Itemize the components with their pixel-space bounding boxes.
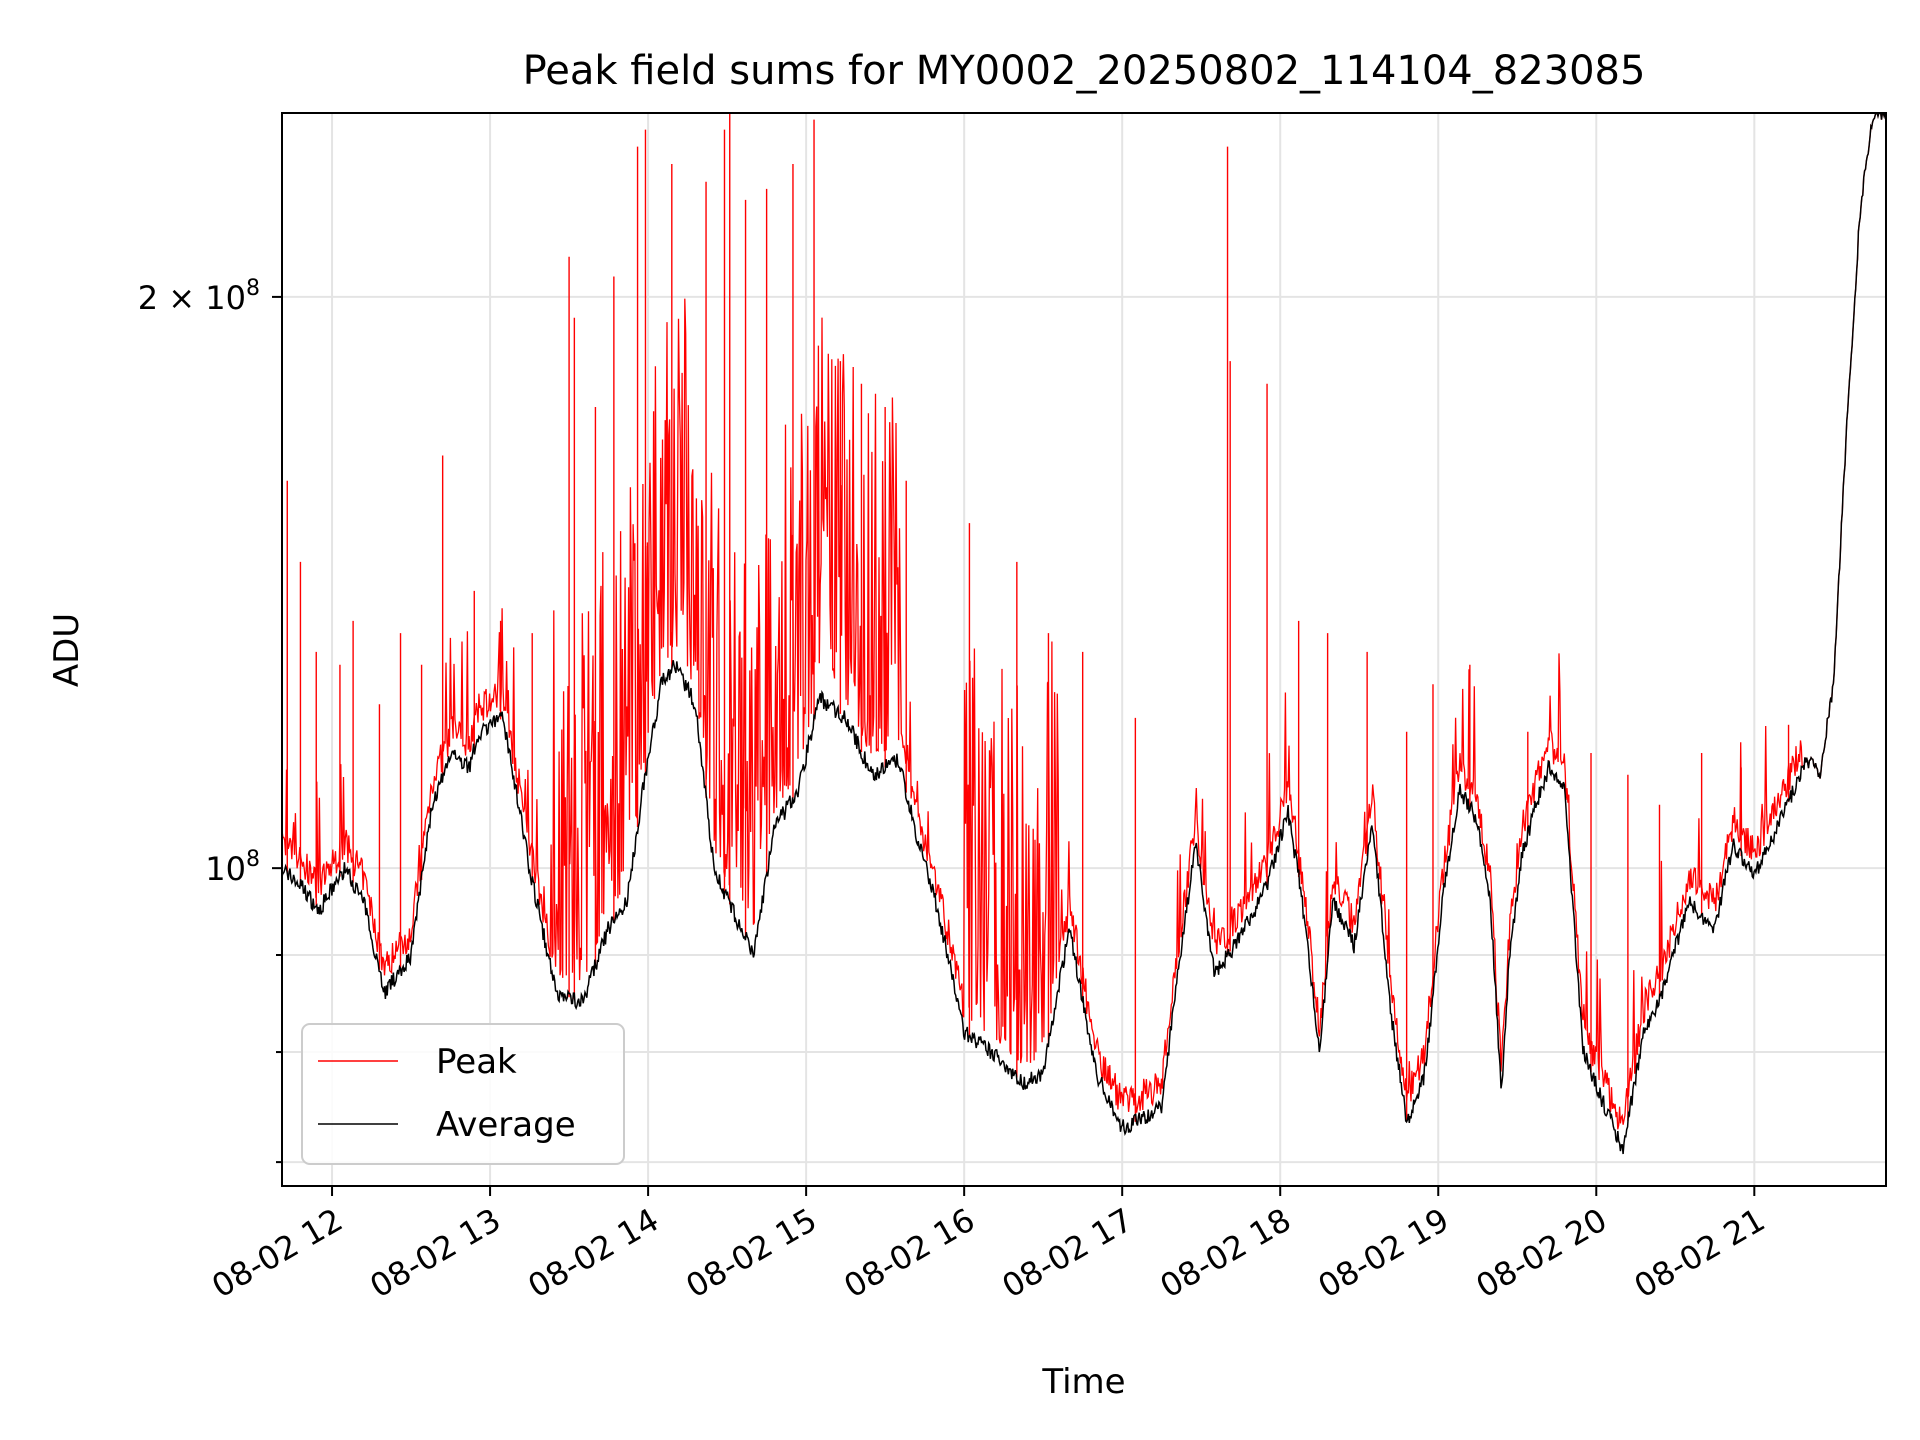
series-average-line — [281, 112, 1886, 1155]
plot-frame — [281, 112, 1887, 1187]
y-axis-label: ADU — [47, 613, 87, 687]
x-axis-label: Time — [1041, 1362, 1125, 1402]
y-tick-label: 108 — [205, 847, 260, 888]
legend-label-average: Average — [436, 1105, 576, 1145]
legend-box — [301, 1023, 625, 1165]
legend-label-peak: Peak — [436, 1042, 517, 1082]
grid-lines — [282, 113, 1886, 1186]
chart-title: Peak field sums for MY0002_20250802_1141… — [523, 48, 1646, 94]
series-peak-line — [281, 112, 1886, 1130]
y-tick-label: 2 × 108 — [138, 276, 260, 317]
series-layer — [281, 112, 1886, 1155]
legend: Peak Average — [301, 1023, 625, 1165]
